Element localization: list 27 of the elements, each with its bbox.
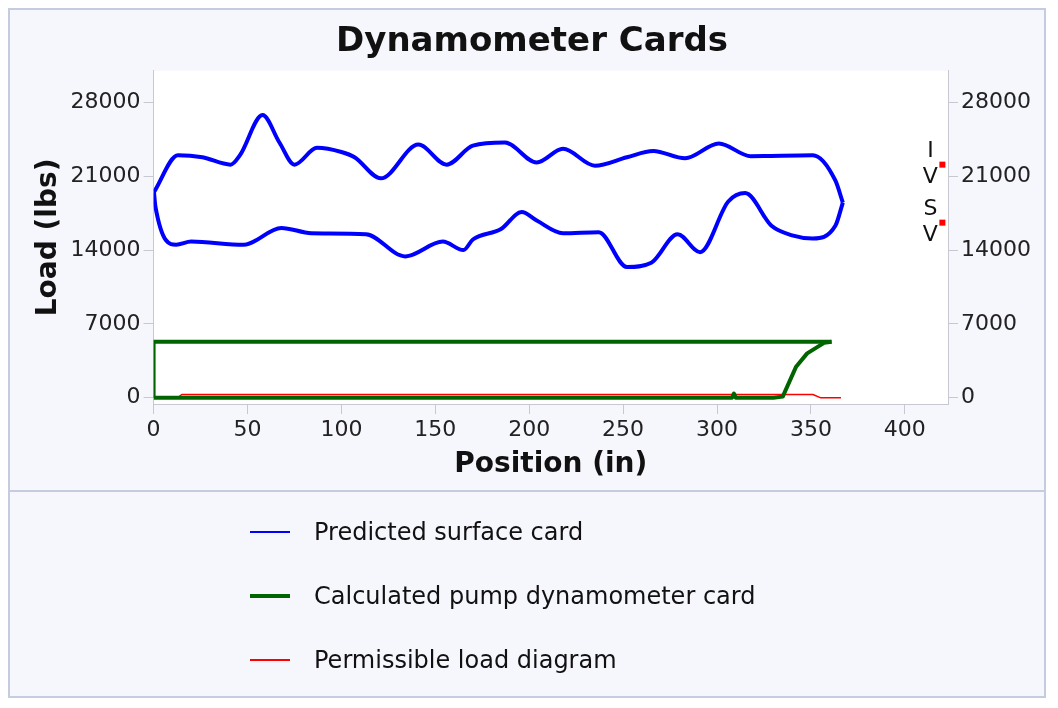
annotation: IV (922, 137, 938, 189)
y-axis-title: Load (lbs) (30, 158, 64, 317)
y-tick-label: 28000 (70, 88, 141, 114)
legend-label: Predicted surface card (314, 518, 584, 546)
y2-tick-label: 28000 (961, 88, 1032, 114)
x-tick-label: 350 (789, 415, 832, 441)
x-tick-label: 400 (883, 415, 926, 441)
x-tick-label: 0 (146, 415, 161, 441)
y2-tick-label: 21000 (961, 161, 1032, 187)
x-tick-label: 300 (696, 415, 739, 441)
x-tick-label: 200 (508, 415, 551, 441)
y-tick-label: 7000 (84, 309, 141, 335)
y-tick-label: 21000 (70, 161, 141, 187)
x-tick-label: 100 (320, 415, 363, 441)
legend-label: Permissible load diagram (314, 646, 617, 674)
y-tick-label: 0 (126, 383, 141, 409)
legend-label: Calculated pump dynamometer card (314, 582, 756, 610)
y2-tick-label: 14000 (961, 235, 1032, 261)
y2-tick-label: 0 (961, 383, 976, 409)
y-tick-label: 14000 (70, 235, 141, 261)
chart-title: Dynamometer Cards (336, 19, 728, 60)
annotation: SV (922, 195, 938, 247)
y2-tick-label: 7000 (961, 309, 1018, 335)
x-tick-label: 150 (414, 415, 457, 441)
x-tick-label: 50 (233, 415, 262, 441)
x-tick-label: 250 (602, 415, 645, 441)
x-axis-title: Position (in) (454, 446, 648, 480)
